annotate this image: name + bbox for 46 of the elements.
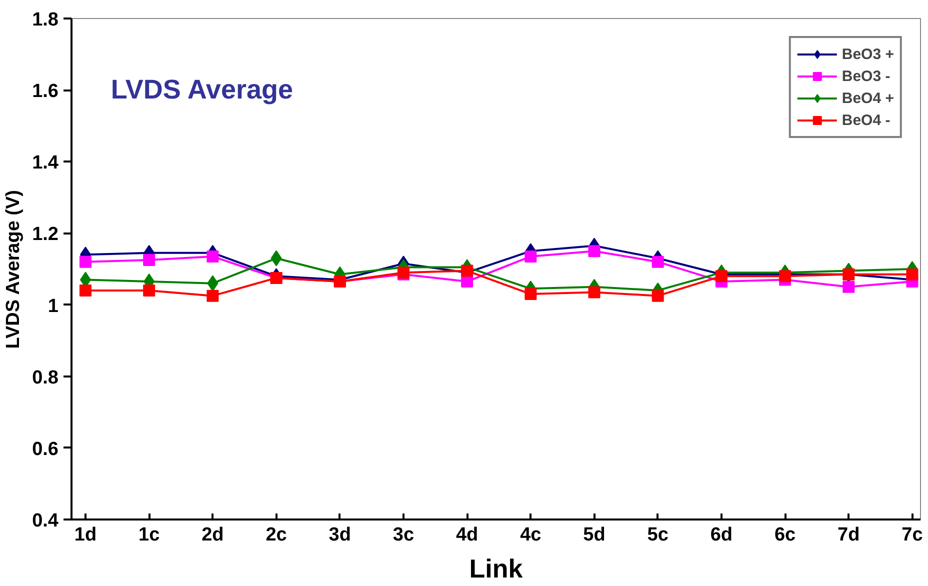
x-tick-label: 5c xyxy=(647,524,669,546)
x-tick-label: 1c xyxy=(138,524,160,546)
y-tick-label: 0.4 xyxy=(32,510,59,532)
point xyxy=(143,284,156,296)
y-axis-title: LVDS Average (V) xyxy=(3,190,24,349)
point xyxy=(779,270,792,282)
y-tick-label: 0.8 xyxy=(32,367,59,388)
point xyxy=(842,280,855,293)
y-tick-label: 1 xyxy=(48,296,59,317)
x-tick-label: 6c xyxy=(774,524,796,546)
point xyxy=(143,254,156,266)
point xyxy=(79,256,92,268)
legend-label: BeO4 + xyxy=(842,90,894,106)
y-tick-label: 1.4 xyxy=(32,152,59,174)
text: LVDS Average xyxy=(110,74,294,104)
x-tick-label: 3d xyxy=(328,524,351,546)
point xyxy=(588,245,600,258)
point xyxy=(206,290,219,302)
y-tick-label: 0.6 xyxy=(32,438,59,460)
x-axis-title: Link xyxy=(469,554,524,584)
point xyxy=(715,270,728,282)
x-tick-label: 4c xyxy=(520,524,542,546)
x-tick-label: 2d xyxy=(202,524,224,546)
legend-label: BeO3 + xyxy=(842,46,894,62)
x-tick-label: 7d xyxy=(838,524,860,546)
legend-label: BeO3 - xyxy=(842,68,890,84)
point xyxy=(461,264,474,277)
x-tick-label: 4d xyxy=(456,524,478,546)
legend-label: BeO4 - xyxy=(842,112,890,128)
point xyxy=(652,290,664,302)
point xyxy=(906,268,918,280)
point xyxy=(206,250,219,262)
point xyxy=(524,288,537,300)
y-tick-label: 1.2 xyxy=(32,224,59,246)
point xyxy=(588,286,600,298)
y-tick-label: 1.6 xyxy=(32,81,59,102)
point xyxy=(652,256,664,268)
x-tick-label: 7c xyxy=(902,524,924,546)
x-tick-label: 5d xyxy=(583,524,606,546)
x-tick-label: 2c xyxy=(266,524,288,546)
x-tick-label: 6d xyxy=(710,524,733,546)
point xyxy=(524,250,537,262)
x-tick-label: 1d xyxy=(74,524,97,546)
y-tick-label: 1.8 xyxy=(32,10,59,30)
point xyxy=(79,284,92,296)
x-tick-label: 3c xyxy=(392,524,414,546)
